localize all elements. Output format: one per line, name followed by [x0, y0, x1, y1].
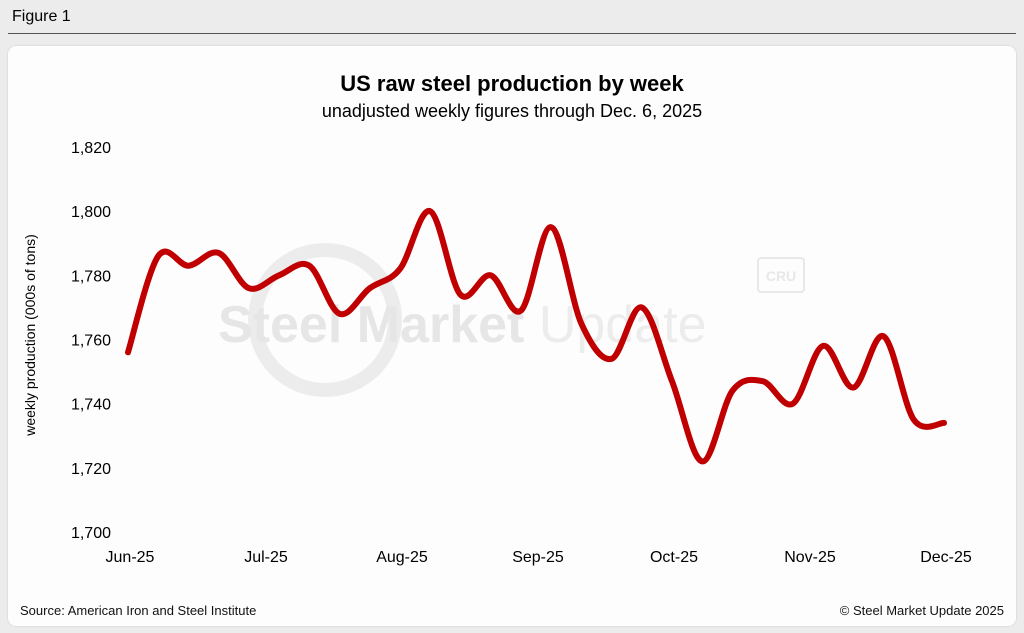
y-axis-ticks: 1,700 1,720 1,740 1,760 1,780 1,800 1,820	[71, 140, 111, 542]
chart-panel	[8, 46, 1016, 626]
x-tick-label: Jun-25	[106, 549, 155, 566]
source-note: Source: American Iron and Steel Institut…	[20, 603, 256, 618]
x-tick-label: Aug-25	[376, 549, 428, 566]
x-tick-label: Sep-25	[512, 549, 564, 566]
watermark-text: Steel Market Update	[218, 296, 707, 354]
y-tick-label: 1,780	[71, 268, 111, 285]
series-line	[125, 208, 947, 465]
chart-title: US raw steel production by week	[340, 71, 684, 96]
y-tick-label: 1,820	[71, 140, 111, 157]
watermark-logo-icon	[248, 243, 402, 397]
figure-label: Figure 1	[12, 8, 71, 25]
x-axis-ticks: Jun-25 Jul-25 Aug-25 Sep-25 Oct-25 Nov-25 Dec-…	[106, 549, 972, 566]
series-group	[125, 208, 947, 465]
x-tick-label: Dec-25	[920, 549, 972, 566]
chart-subtitle: unadjusted weekly figures through Dec. 6…	[322, 101, 702, 121]
x-tick-label: Oct-25	[650, 549, 698, 566]
y-axis-label: weekly production (000s of tons)	[22, 234, 38, 437]
x-tick-label: Nov-25	[784, 549, 836, 566]
watermark-badge-icon	[757, 257, 805, 293]
watermark-badge-text: CRU	[766, 268, 796, 284]
y-tick-label: 1,760	[71, 333, 111, 350]
copyright-note: © Steel Market Update 2025	[840, 603, 1004, 618]
y-tick-label: 1,700	[71, 525, 111, 542]
x-tick-label: Jul-25	[244, 549, 288, 566]
y-tick-label: 1,740	[71, 397, 111, 414]
y-tick-label: 1,800	[71, 204, 111, 221]
y-tick-label: 1,720	[71, 461, 111, 478]
figure-divider	[8, 33, 1016, 34]
watermark: Steel Market Update CRU	[218, 243, 805, 397]
